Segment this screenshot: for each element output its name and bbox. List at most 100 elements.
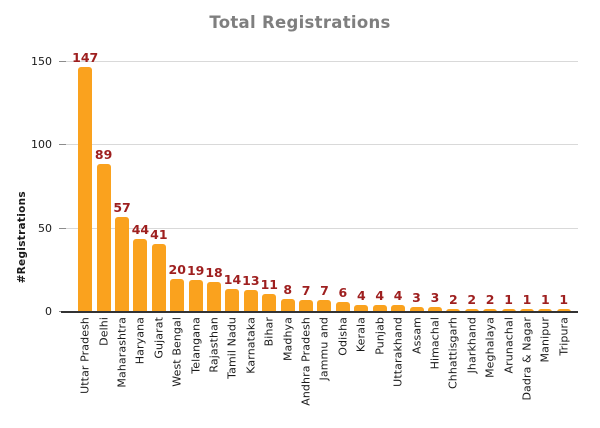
bar-column: 8 Madhya — [278, 62, 296, 361]
x-axis-label: Manipur — [538, 317, 552, 363]
x-axis-label: Himachal — [428, 317, 442, 370]
bar-column: 14 Tamil Nadu — [223, 62, 241, 379]
bar — [538, 309, 553, 312]
x-axis-label: Delhi — [97, 317, 111, 346]
y-tick-label-150: 150 — [31, 55, 52, 68]
y-tick-label-50: 50 — [38, 221, 52, 235]
y-tick-label-100: 100 — [31, 138, 52, 152]
x-axis-label: Tripura — [557, 317, 571, 356]
bar-column: 41 Gujarat — [150, 62, 168, 359]
bar — [151, 243, 166, 312]
chart-title: Total Registrations — [209, 13, 391, 32]
x-axis-label: Bihar — [262, 317, 276, 347]
bar — [391, 305, 406, 312]
x-axis-label: Odisha — [336, 317, 350, 356]
value-label: 44 — [131, 221, 150, 237]
bar — [446, 308, 461, 312]
value-label: 2 — [467, 291, 477, 307]
x-axis-label: Rajasthan — [207, 317, 221, 373]
value-label: 3 — [412, 290, 421, 305]
bar-column: 57 Maharashtra — [113, 62, 131, 388]
y-tickmark-50 — [59, 227, 66, 229]
value-label: 13 — [242, 273, 260, 289]
bar — [556, 309, 571, 312]
x-axis-label: Maharashtra — [115, 317, 129, 388]
value-label: 4 — [356, 288, 366, 304]
bar-column: 7 Jammu and — [315, 62, 333, 380]
value-label: 7 — [320, 283, 329, 299]
value-label: 6 — [338, 285, 348, 300]
bar — [299, 300, 314, 312]
bar-column: 4 Uttarakhand — [389, 62, 407, 387]
value-label: 1 — [504, 292, 513, 307]
bar-column: 13 Karnataka — [242, 62, 260, 373]
value-label: 18 — [205, 265, 223, 280]
bar-column: 2 Meghalaya — [481, 62, 499, 378]
x-axis-label: Tamil Nadu — [225, 317, 239, 379]
y-axis-tick-labels: 0 50 100 150 — [0, 55, 58, 318]
bars-row: 147 Uttar Pradesh 89 Delhi 57 Maharashtra 44 Ha… — [72, 51, 573, 406]
gridline-50 — [66, 227, 578, 229]
bar-column: 44 Haryana — [131, 62, 150, 365]
bar-column: 3 Himachal — [426, 62, 444, 369]
bar-column: 147 Uttar Pradesh — [72, 51, 98, 394]
y-tick-label-0: 0 — [45, 305, 52, 318]
x-axis-label: Telangana — [189, 317, 203, 374]
plot-area: 147 Uttar Pradesh 89 Delhi 57 Maharashtra 44 Ha… — [59, 51, 578, 406]
bar — [280, 298, 295, 312]
x-axis-label: West Bengal — [170, 317, 184, 387]
bar-column: 6 Odisha — [334, 62, 352, 356]
x-axis-label: Uttarakhand — [391, 317, 405, 387]
bar-column: 2 Jharkhand — [463, 62, 481, 373]
bar-column: 20 West Bengal — [168, 62, 186, 387]
x-axis-label: Meghalaya — [483, 317, 497, 378]
bar-column: 3 Assam — [407, 62, 425, 354]
value-label: 4 — [375, 288, 385, 304]
x-axis-label: Andhra Pradesh — [299, 317, 313, 406]
bar — [96, 163, 111, 312]
x-axis-label: Madhya — [281, 317, 295, 362]
bar — [519, 309, 534, 312]
bar — [483, 308, 498, 312]
bar — [243, 290, 258, 312]
bar — [464, 308, 479, 312]
bar — [207, 282, 222, 312]
value-label: 2 — [485, 291, 495, 307]
bar — [115, 217, 130, 312]
bar — [170, 278, 185, 312]
value-label: 57 — [113, 200, 131, 215]
y-tickmark-150 — [59, 61, 66, 62]
value-label: 7 — [301, 283, 311, 299]
value-label: 1 — [559, 292, 569, 307]
x-axis-label: Chhattisgarh — [446, 317, 460, 390]
bar-column: 4 Kerala — [352, 62, 370, 352]
value-label: 4 — [393, 288, 403, 304]
value-label: 20 — [168, 261, 186, 277]
x-axis-label: Assam — [410, 317, 424, 354]
x-axis-label: Karnataka — [244, 317, 258, 374]
x-axis-line — [61, 311, 578, 313]
value-label: 41 — [150, 226, 168, 242]
bar — [501, 309, 516, 312]
bar-column: 7 Andhra Pradesh — [297, 62, 315, 406]
bar-column: 89 Delhi — [94, 62, 112, 346]
bar — [78, 67, 93, 312]
x-axis-label: Uttar Pradesh — [78, 317, 92, 394]
x-axis-label: Jammu and — [317, 317, 331, 381]
bar-column: 1 Manipur — [536, 62, 554, 362]
bar-column: 11 Bihar — [260, 62, 278, 347]
bar-column: 1 Dadra & Nagar — [518, 62, 536, 401]
bar — [317, 300, 332, 312]
bar-column: 1 Tripura — [555, 62, 573, 356]
gridline-100 — [66, 144, 578, 146]
bar — [335, 302, 350, 312]
bar — [262, 293, 277, 312]
x-axis-label: Jharkhand — [465, 317, 479, 374]
value-label: 3 — [430, 290, 440, 305]
bar — [133, 238, 148, 312]
bar — [409, 307, 424, 312]
value-label: 11 — [260, 276, 278, 292]
x-axis-label: Gujarat — [152, 317, 166, 359]
x-axis-label: Punjab — [373, 317, 387, 355]
